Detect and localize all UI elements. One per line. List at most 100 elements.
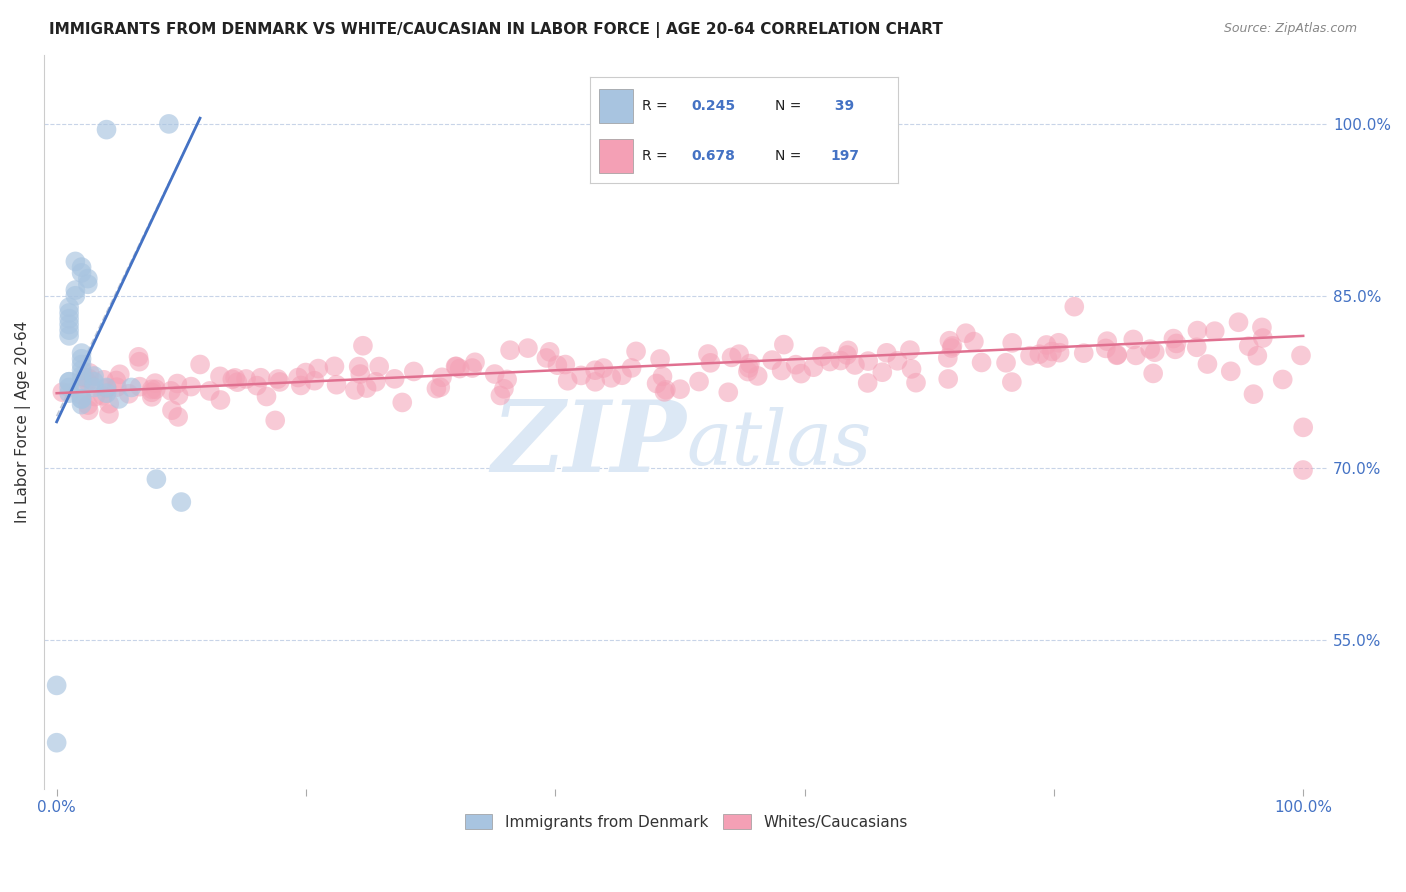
Point <box>287 370 309 384</box>
Point <box>96 381 118 395</box>
Point <box>70 398 93 412</box>
Point <box>76 375 98 389</box>
Point <box>347 359 370 374</box>
Point <box>208 369 231 384</box>
Point <box>45 678 67 692</box>
Point <box>1185 340 1208 354</box>
Point <box>538 344 561 359</box>
Point <box>70 351 93 366</box>
Point <box>1047 335 1070 350</box>
Point <box>58 306 80 320</box>
Point <box>941 341 963 355</box>
Point <box>936 372 959 386</box>
Point <box>803 360 825 375</box>
Point <box>489 388 512 402</box>
Point <box>70 260 93 274</box>
Point <box>835 348 858 362</box>
Point <box>600 371 623 385</box>
Point <box>1187 324 1209 338</box>
Point <box>1063 300 1085 314</box>
Point <box>384 372 406 386</box>
Point <box>224 371 246 385</box>
Point <box>830 353 852 368</box>
Point <box>45 736 67 750</box>
Point <box>70 369 93 384</box>
Point <box>1036 351 1059 365</box>
Point <box>391 395 413 409</box>
Point <box>900 362 922 376</box>
Point <box>58 386 80 401</box>
Point <box>83 369 105 384</box>
Point <box>141 390 163 404</box>
Point <box>449 361 471 376</box>
Point <box>425 382 447 396</box>
Point <box>1219 364 1241 378</box>
Point <box>1237 339 1260 353</box>
Point <box>51 385 73 400</box>
Point <box>737 365 759 379</box>
Point <box>430 370 453 384</box>
Point <box>1292 420 1315 434</box>
Point <box>955 326 977 341</box>
Point <box>557 374 579 388</box>
Point <box>294 366 316 380</box>
Point <box>73 370 96 384</box>
Point <box>546 358 568 372</box>
Point <box>108 368 131 382</box>
Point <box>256 390 278 404</box>
Point <box>167 388 190 402</box>
Point <box>307 361 329 376</box>
Point <box>118 386 141 401</box>
Point <box>70 363 93 377</box>
Point <box>70 358 93 372</box>
Point <box>1107 348 1129 362</box>
Point <box>728 347 751 361</box>
Point <box>105 380 128 394</box>
Point <box>368 359 391 374</box>
Point <box>141 385 163 400</box>
Point <box>98 397 121 411</box>
Point <box>444 359 467 374</box>
Point <box>70 392 93 406</box>
Point <box>1105 348 1128 362</box>
Text: atlas: atlas <box>686 407 872 481</box>
Point <box>669 382 692 396</box>
Point <box>77 371 100 385</box>
Point <box>790 367 813 381</box>
Point <box>1204 324 1226 338</box>
Point <box>76 277 98 292</box>
Point <box>58 311 80 326</box>
Point <box>188 358 211 372</box>
Point <box>105 374 128 388</box>
Point <box>688 375 710 389</box>
Point <box>79 366 101 380</box>
Y-axis label: In Labor Force | Age 20-64: In Labor Force | Age 20-64 <box>15 320 31 523</box>
Point <box>1125 348 1147 362</box>
Point <box>91 389 114 403</box>
Point <box>128 350 150 364</box>
Point <box>516 341 538 355</box>
Point <box>1271 372 1294 386</box>
Point <box>886 353 908 368</box>
Point <box>856 354 879 368</box>
Point <box>1251 331 1274 345</box>
Point <box>699 356 721 370</box>
Point <box>343 383 366 397</box>
Point <box>536 351 558 365</box>
Point <box>717 385 740 400</box>
Point <box>970 355 993 369</box>
Point <box>128 354 150 368</box>
Point <box>1166 336 1188 351</box>
Point <box>461 361 484 376</box>
Point <box>1001 375 1024 389</box>
Point <box>1197 357 1219 371</box>
Point <box>58 380 80 394</box>
Point <box>249 370 271 384</box>
Point <box>1019 349 1042 363</box>
Point <box>145 382 167 396</box>
Point <box>76 271 98 285</box>
Point <box>58 318 80 332</box>
Point <box>246 378 269 392</box>
Point <box>1142 367 1164 381</box>
Point <box>1049 345 1071 359</box>
